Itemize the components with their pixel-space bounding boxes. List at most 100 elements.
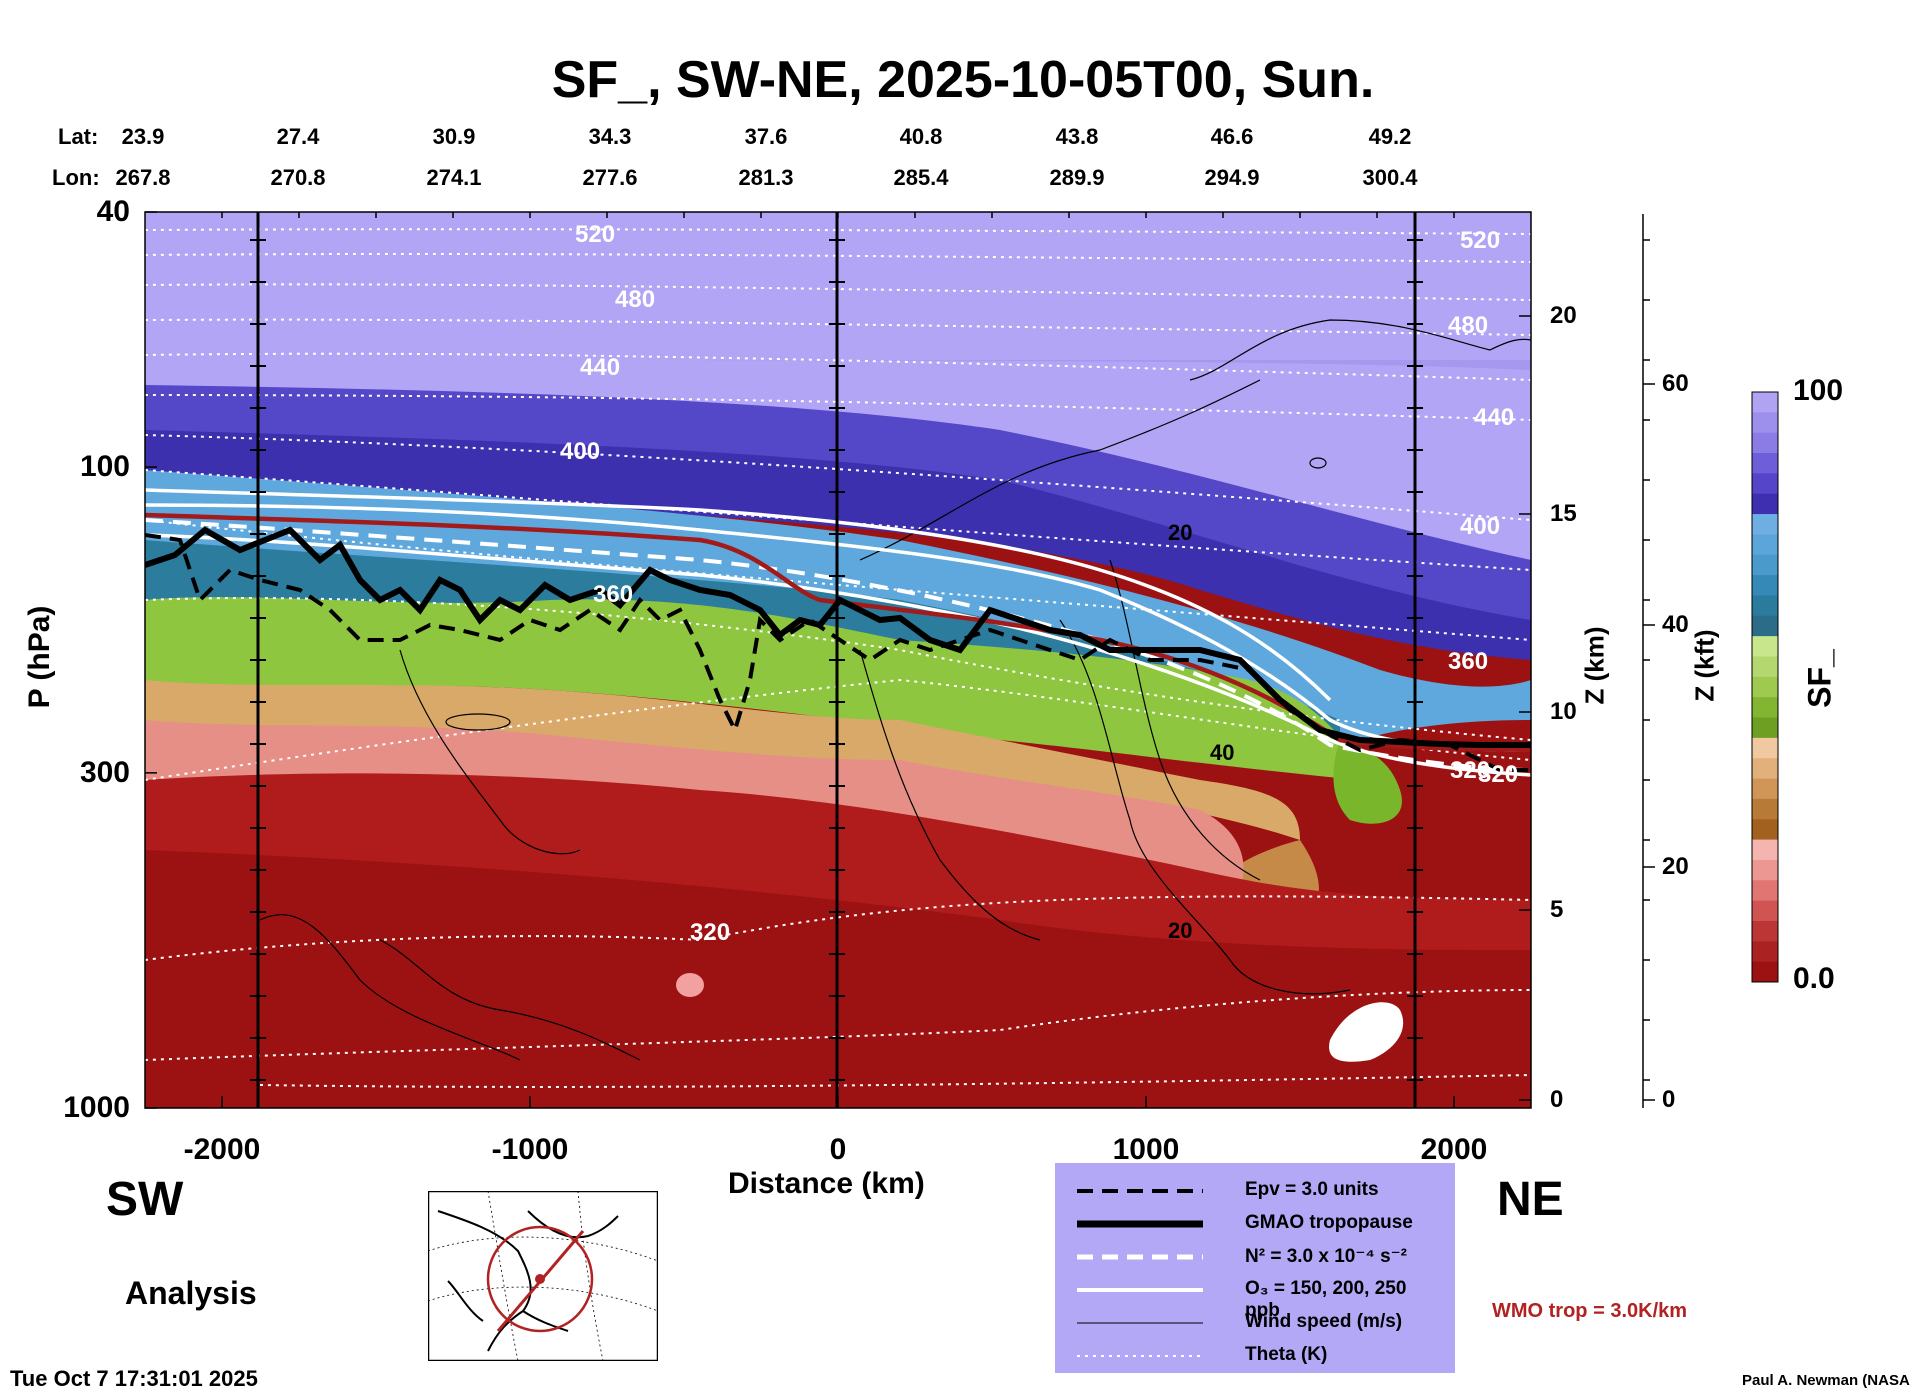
colorbar [1751,391,1779,983]
gmao-tropopause [145,526,1531,748]
wmo-tropopause [145,512,1531,753]
x-tick-label: -2000 [183,1133,261,1166]
analysis-label: Analysis [125,1275,257,1311]
colorbar-segment [1752,737,1778,759]
z-km-tick-label: 20 [1550,302,1577,329]
colorbar-segment [1752,941,1778,963]
legend-swatch [1077,1254,1203,1260]
theta-contour-label: 480 [615,286,655,313]
z-km-axis-title: Z (km) [1579,626,1610,705]
ne-label: NE [1497,1173,1564,1226]
colorbar-segment [1752,656,1778,678]
colorbar-frame [1751,391,1779,983]
wind-contour-label: 20 [1168,520,1192,545]
epv-contour [145,533,1531,772]
lat-value: 27.4 [276,124,320,149]
colorbar-segment [1752,778,1778,800]
legend-text: Epv = 3.0 units [1245,1179,1379,1200]
lon-value: 294.9 [1204,165,1260,190]
z-km-tick-label: 5 [1550,896,1564,923]
legend-entry: GMAO tropopause [1075,1210,1445,1238]
y-axis-title: P (hPa) [23,605,56,709]
y-tick-label: 40 [96,195,130,228]
wind-contour-label: 40 [1210,740,1234,765]
lon-value: 267.8 [115,165,171,190]
theta-contour-label: 360 [593,581,633,608]
colorbar-segment [1752,595,1778,617]
lat-value: 23.9 [121,124,165,149]
theta-contours [145,228,1531,1088]
colorbar-segment [1752,920,1778,942]
legend-text: O₃ = 150, 200, 250 ppb [1245,1278,1407,1321]
lat-value: 34.3 [588,124,632,149]
chart-title: SF_, SW-NE, 2025-10-05T00, Sun. [551,51,1375,109]
colorbar-segment [1752,554,1778,576]
colorbar-segment [1752,615,1778,637]
legend-text: GMAO tropopause [1245,1212,1413,1233]
z-km-tick-label: 10 [1550,698,1577,725]
theta-contour-label: 400 [560,438,600,465]
theta-contour-label: 320 [690,919,730,946]
colorbar-segment [1752,859,1778,881]
y-tick-label: 100 [79,450,130,484]
colorbar-segment [1752,453,1778,474]
lat-value: 49.2 [1368,124,1412,149]
theta-contour-label: 440 [1474,404,1514,431]
x-tick-label: 2000 [1420,1133,1488,1166]
wind-contour-label: 20 [1168,918,1192,943]
author-credit: Paul A. Newman (NASA [1742,1372,1910,1389]
theta-contour-label: 440 [580,354,620,381]
colorbar-max-label: 100 [1793,374,1844,407]
colorbar-segment [1752,514,1778,535]
z-km-tick-label: 0 [1550,1086,1564,1113]
lat-value: 40.8 [899,124,943,149]
legend-swatch [1077,1189,1203,1193]
legend-swatch [1077,1355,1203,1357]
theta-contour-label: 360 [1448,648,1488,675]
colorbar-segment [1752,880,1778,902]
legend-entry: Theta (K) [1075,1342,1445,1370]
lat-value: 43.8 [1055,124,1099,149]
z-km-tick-label: 15 [1550,500,1577,527]
lon-value: 270.8 [270,165,326,190]
x-tick-label: 1000 [1112,1133,1180,1166]
z-kft-axis-title: Z (kft) [1689,629,1720,702]
colorbar-segment [1752,676,1778,698]
map-inset [428,1191,658,1361]
theta-contour-label: 320 [1478,761,1518,788]
colorbar-segment [1752,758,1778,780]
lon-value: 289.9 [1049,165,1105,190]
z-kft-tick-label: 20 [1662,853,1689,880]
colorbar-segment [1752,534,1778,556]
lat-value: 30.9 [432,124,476,149]
theta-contour-label: 520 [1460,227,1500,254]
z-kft-tick-label: 40 [1662,611,1689,638]
colorbar-segment [1752,697,1778,719]
legend-entry: O₃ = 150, 200, 250 ppb [1075,1276,1445,1321]
colorbar-segment [1752,432,1778,454]
legend-entry: Epv = 3.0 units [1075,1177,1445,1205]
colorbar-segment [1752,575,1778,596]
colorbar-segment [1752,900,1778,922]
theta-contour-label: 320 [1450,757,1490,784]
x-tick-label: -1000 [491,1133,569,1166]
legend-swatch [1077,1288,1203,1292]
axis-ticks [145,211,1655,1109]
colorbar-segment [1752,798,1778,820]
lon-value: 285.4 [893,165,949,190]
colorbar-segment [1752,636,1778,657]
colorbar-segment [1752,392,1778,413]
lon-value: 277.6 [582,165,638,190]
colorbar-segment [1752,493,1778,515]
wmo-note: WMO trop = 3.0K/km [1492,1300,1688,1322]
lon-label: Lon: [52,165,100,190]
legend-text: N² = 3.0 x 10⁻⁴ s⁻² [1245,1246,1408,1267]
z-kft-tick-label: 0 [1662,1086,1676,1113]
legend-box: Epv = 3.0 units GMAO tropopause N² = 3.0 x… [1055,1163,1455,1373]
colorbar-segment [1752,717,1778,739]
lon-value: 281.3 [738,165,794,190]
wind-contours [259,319,1531,1061]
lat-label: Lat: [58,124,99,149]
colorbar-min-label: 0.0 [1793,962,1835,995]
